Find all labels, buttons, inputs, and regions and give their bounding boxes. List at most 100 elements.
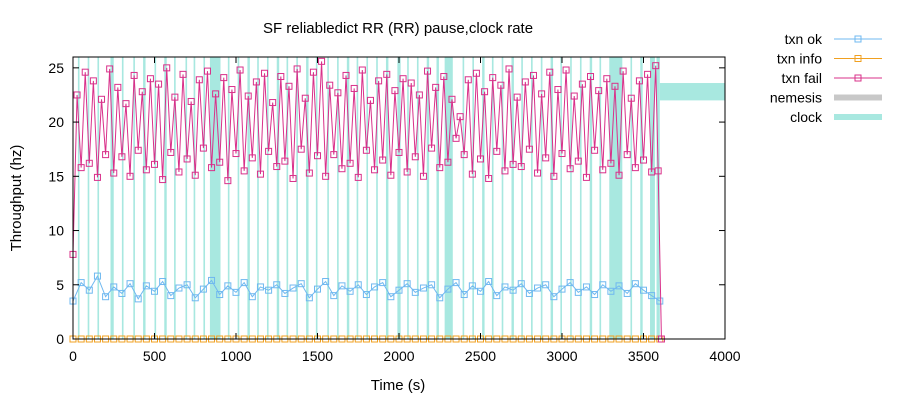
clock-band — [286, 57, 289, 339]
data-point — [444, 285, 452, 293]
data-point — [102, 151, 110, 159]
data-point — [110, 283, 118, 291]
clock-band — [630, 57, 633, 339]
data-point — [77, 164, 85, 172]
series-txn-ok — [69, 272, 664, 305]
data-point — [525, 145, 533, 153]
data-point — [591, 146, 599, 154]
legend-marker — [854, 35, 862, 43]
data-point — [297, 145, 305, 153]
data-point — [216, 158, 224, 166]
clock-band — [376, 57, 378, 339]
clock-band — [472, 57, 474, 339]
clock-band — [579, 57, 582, 339]
chart-bands-layer — [77, 57, 725, 339]
data-point — [256, 283, 264, 291]
data-point — [529, 71, 537, 79]
x-tick-label: 2000 — [383, 348, 414, 364]
data-point — [273, 281, 281, 289]
data-point — [591, 291, 599, 299]
data-point — [387, 293, 395, 301]
data-point — [607, 159, 615, 167]
clock-band — [407, 57, 409, 339]
clock-band — [121, 57, 124, 339]
legend-marker — [854, 74, 862, 82]
data-point — [334, 89, 342, 97]
data-point — [635, 77, 643, 85]
data-point — [656, 297, 664, 305]
data-point — [407, 79, 415, 87]
data-point — [375, 77, 383, 85]
data-point — [305, 294, 313, 302]
clock-band — [550, 57, 554, 339]
data-point — [224, 177, 232, 185]
data-point — [252, 78, 260, 86]
data-point — [603, 75, 611, 83]
data-point — [151, 160, 158, 168]
data-point — [171, 93, 179, 101]
data-point — [631, 164, 639, 172]
data-point — [619, 67, 627, 75]
data-point — [142, 166, 150, 174]
x-tick-label: 1000 — [220, 348, 251, 364]
y-tick-label: 20 — [48, 114, 64, 130]
clock-band — [531, 57, 533, 339]
clock-band — [385, 57, 389, 339]
data-point — [395, 148, 403, 156]
data-point — [509, 286, 517, 294]
clock-band — [185, 57, 188, 339]
data-point — [468, 282, 476, 290]
clock-band — [589, 57, 593, 339]
data-point — [485, 174, 493, 182]
data-point — [228, 86, 236, 94]
clock-band — [247, 57, 250, 339]
data-point — [199, 144, 207, 152]
data-point — [485, 278, 493, 286]
data-point — [208, 164, 216, 172]
data-point — [607, 287, 615, 295]
data-point — [440, 73, 448, 81]
data-point — [460, 291, 468, 299]
data-point — [203, 67, 211, 75]
clock-band — [133, 57, 135, 339]
data-point — [468, 170, 476, 178]
data-point — [509, 160, 517, 168]
data-point — [151, 287, 158, 295]
data-point — [542, 281, 550, 289]
data-point — [452, 134, 460, 142]
data-point — [191, 294, 199, 302]
legend-label: txn fail — [782, 70, 822, 86]
chart-title: SF reliabledict RR (RR) pause,clock rate — [263, 20, 533, 37]
data-point — [611, 82, 619, 90]
data-point — [322, 278, 330, 286]
series-line — [72, 61, 662, 340]
data-point — [159, 176, 167, 184]
data-point — [432, 83, 440, 91]
clock-band — [327, 57, 329, 339]
clock-band — [306, 57, 309, 339]
data-point — [85, 159, 93, 167]
data-point — [615, 282, 623, 290]
data-point — [379, 279, 387, 287]
clock-band — [143, 57, 146, 339]
clock-band — [315, 57, 318, 339]
data-point — [550, 293, 558, 301]
data-point — [497, 81, 505, 89]
data-point — [314, 285, 321, 293]
x-axis-label: Time (s) — [371, 377, 425, 394]
data-point — [126, 172, 134, 180]
data-point — [183, 155, 191, 163]
data-point — [346, 159, 354, 167]
data-point — [285, 82, 293, 90]
data-point — [538, 90, 546, 98]
data-point — [428, 281, 436, 289]
data-point — [444, 158, 452, 166]
data-point — [501, 283, 509, 291]
clock-band — [444, 57, 453, 339]
data-point — [326, 81, 334, 89]
data-point — [493, 147, 501, 155]
data-point — [415, 91, 423, 99]
data-point — [493, 292, 501, 300]
data-point — [366, 96, 374, 104]
data-point — [110, 169, 118, 177]
